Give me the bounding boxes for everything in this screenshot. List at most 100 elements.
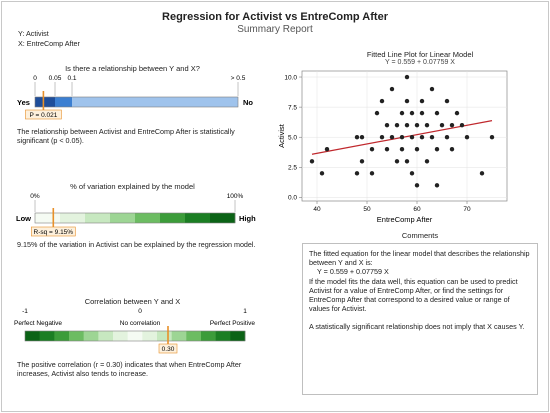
report-title: Regression for Activist vs EntreComp Aft… xyxy=(162,11,388,23)
data-point xyxy=(399,135,405,140)
data-point xyxy=(324,147,330,152)
correlation-gradient-cell xyxy=(142,331,158,341)
data-point xyxy=(429,135,435,140)
data-point xyxy=(354,171,360,176)
r2-gradient-cell xyxy=(185,213,211,223)
y-tick-label: 10.0 xyxy=(284,74,297,81)
p-segment-not-significant xyxy=(72,97,238,107)
x-variable-label: X: EntreComp After xyxy=(18,39,80,48)
data-point xyxy=(389,86,395,92)
r2-gradient-cell xyxy=(35,213,61,223)
correlation-gradient-cell xyxy=(157,331,172,341)
correlation-value-label: 0.30 xyxy=(162,346,175,353)
p-segment-borderline xyxy=(55,97,72,107)
data-point xyxy=(444,135,450,140)
variation-text: 9.15% of the variation in Activist can b… xyxy=(17,240,256,249)
data-point xyxy=(419,110,425,116)
correlation-text: The positive correlation (r = 0.30) indi… xyxy=(17,360,242,379)
p-value-box xyxy=(25,109,62,120)
fitted-line-plot: 0.0 2.5 5.0 7.5 10.0 40 50 60 70 EntreComp After A… xyxy=(277,70,508,224)
report-subtitle: Summary Report xyxy=(237,24,313,35)
comments-paragraph-2: If the model fits the data well, this eq… xyxy=(309,276,518,314)
r2-tick-low: 0% xyxy=(30,193,40,200)
r2-gradient-cell xyxy=(60,213,86,223)
data-point xyxy=(384,147,390,152)
data-point xyxy=(359,159,365,164)
fitted-plot-equation: Y = 0.559 + 0.07759 X xyxy=(385,59,455,66)
data-point xyxy=(409,110,415,116)
correlation-value-box xyxy=(158,343,178,354)
comments-paragraph-1: The fitted equation for the linear model… xyxy=(309,249,530,268)
r2-gradient xyxy=(35,213,236,223)
r2-gradient-cell xyxy=(135,213,161,223)
data-point xyxy=(369,147,375,152)
data-point xyxy=(359,135,365,140)
p-tick-05: > 0.5 xyxy=(231,75,246,82)
correlation-gradient-cell xyxy=(39,331,55,341)
r-tick-1: 1 xyxy=(243,308,247,315)
data-point xyxy=(379,98,385,104)
data-point xyxy=(429,86,435,92)
data-point xyxy=(399,110,405,116)
y-variable-label: Y: Activist xyxy=(18,29,49,38)
y-tick-label: 2.5 xyxy=(288,165,297,172)
data-point xyxy=(389,135,395,140)
correlation-gradient-cell xyxy=(113,331,128,341)
x-tick-label: 70 xyxy=(463,206,471,213)
comments-paragraph-3: A statistically significant relationship… xyxy=(309,322,525,332)
r2-gradient-cell xyxy=(85,213,111,223)
x-tick-label: 50 xyxy=(363,206,371,213)
perfect-negative-label: Perfect Negative xyxy=(14,320,62,327)
y-axis-label: Activist xyxy=(277,123,286,148)
p-tick-005: 0.05 xyxy=(49,75,62,82)
data-point xyxy=(449,147,455,152)
correlation-gradient-cell xyxy=(98,331,114,341)
y-tick-label: 0.0 xyxy=(288,195,297,202)
y-tick-label: 5.0 xyxy=(288,135,297,142)
high-label: High xyxy=(239,214,256,223)
data-point xyxy=(424,159,430,164)
correlation-gradient xyxy=(25,331,246,341)
r2-tick-high: 100% xyxy=(227,193,244,200)
correlation-gradient-cell xyxy=(83,331,99,341)
x-axis-label: EntreComp After xyxy=(377,215,433,224)
x-tick-label: 60 xyxy=(413,206,421,213)
x-tick-label: 40 xyxy=(313,206,321,213)
p-tick-0: 0 xyxy=(33,75,37,82)
data-point xyxy=(439,122,445,128)
r2-value-label: R-sq = 9.15% xyxy=(34,229,74,236)
data-point xyxy=(479,171,485,176)
data-point xyxy=(454,110,460,116)
data-point xyxy=(434,110,440,116)
low-label: Low xyxy=(16,214,31,223)
p-value-label: P = 0.021 xyxy=(29,112,57,119)
p-tick-01: 0.1 xyxy=(67,75,76,82)
data-point xyxy=(394,159,400,164)
perfect-positive-label: Perfect Positive xyxy=(210,320,256,327)
data-point xyxy=(409,135,415,140)
data-point xyxy=(414,122,420,128)
plot-area xyxy=(301,70,508,202)
p-segment-significant xyxy=(35,97,55,107)
r2-gradient-cell xyxy=(110,213,136,223)
data-point xyxy=(404,122,410,128)
data-point xyxy=(489,135,495,140)
correlation-gradient-cell xyxy=(186,331,202,341)
no-correlation-label: No correlation xyxy=(120,320,161,327)
correlation-gradient-cell xyxy=(25,331,40,341)
correlation-gradient-cell xyxy=(215,331,231,341)
data-point xyxy=(449,122,455,128)
y-tick-label: 7.5 xyxy=(288,104,297,111)
variation-title: % of variation explained by the model xyxy=(70,182,195,191)
data-point xyxy=(464,135,470,140)
data-point xyxy=(399,147,405,152)
data-point xyxy=(384,122,390,128)
r2-gradient-cell xyxy=(160,213,186,223)
fitted-plot-title: Fitted Line Plot for Linear Model xyxy=(366,50,474,59)
correlation-gradient-cell xyxy=(171,331,187,341)
relationship-pvalue-bar: 0 0.05 0.1 > 0.5 Yes No P = 0.021 xyxy=(17,75,253,120)
data-point xyxy=(434,183,440,188)
relationship-title: Is there a relationship between Y and X? xyxy=(65,64,200,73)
data-point xyxy=(414,183,420,188)
